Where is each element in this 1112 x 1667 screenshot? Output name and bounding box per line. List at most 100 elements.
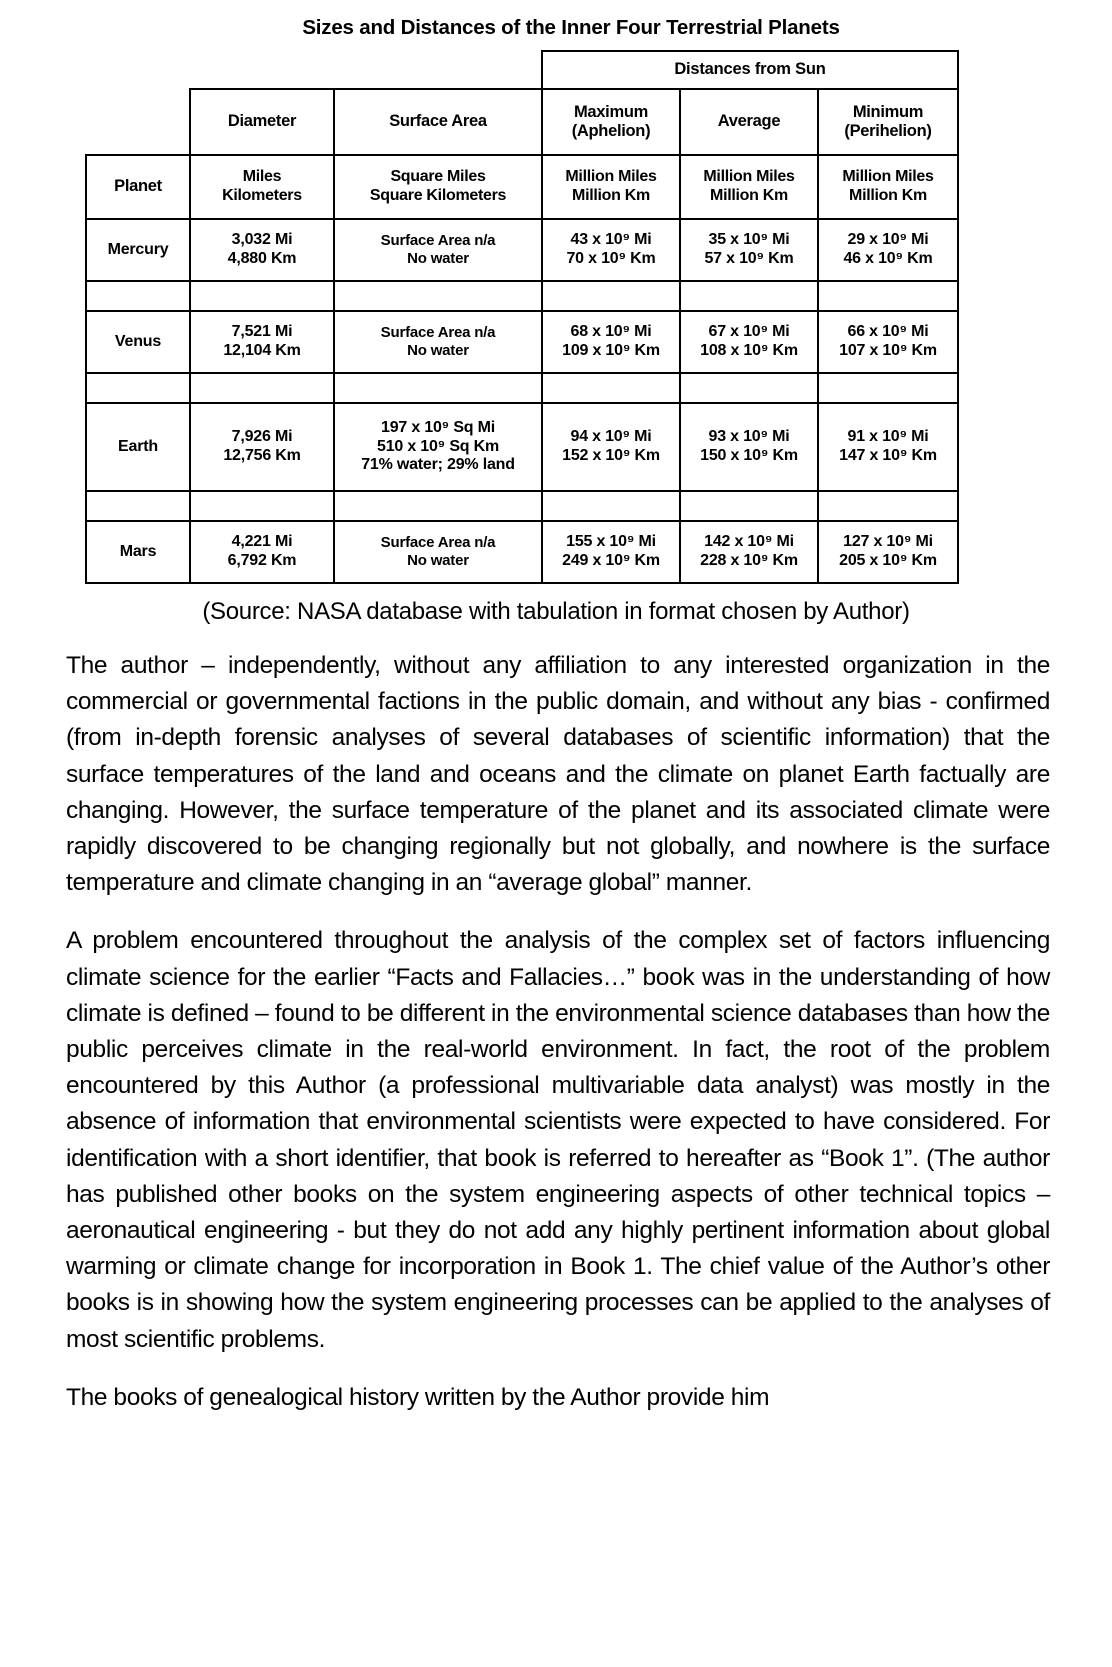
table-spacer-row bbox=[85, 490, 959, 522]
header-surface-area: Surface Area bbox=[333, 88, 543, 156]
cell-area-line2-1: No water bbox=[407, 342, 469, 359]
cell-diameter-0: 3,032 Mi 4,880 Km bbox=[189, 218, 335, 282]
units-average-line1: Million Miles bbox=[703, 168, 795, 186]
cell-max-3: 155 x 10⁹ Mi 249 x 10⁹ Km bbox=[541, 520, 681, 584]
units-surface-area-line1: Square Miles bbox=[390, 168, 486, 186]
cell-avg-0: 35 x 10⁹ Mi 57 x 10⁹ Km bbox=[679, 218, 819, 282]
header-maximum-aphelion: Maximum (Aphelion) bbox=[541, 88, 681, 156]
header-maximum-line2: (Aphelion) bbox=[571, 122, 651, 140]
cell-min-0: 29 x 10⁹ Mi 46 x 10⁹ Km bbox=[817, 218, 959, 282]
paragraph-1: The author – independently, without any … bbox=[66, 652, 1050, 897]
units-diameter-line1: Miles bbox=[242, 168, 282, 186]
table-units-row: Planet Miles Kilometers Square Miles Squ… bbox=[85, 154, 959, 220]
table-spacer-row bbox=[85, 372, 959, 404]
units-average-line2: Million Km bbox=[710, 187, 788, 204]
spacer-cell bbox=[541, 490, 681, 522]
units-diameter-line2: Kilometers bbox=[222, 187, 302, 204]
cell-max-mi-2: 94 x 10⁹ Mi bbox=[570, 428, 652, 446]
units-maximum-line1: Million Miles bbox=[565, 168, 657, 186]
cell-avg-2: 93 x 10⁹ Mi 150 x 10⁹ Km bbox=[679, 402, 819, 492]
cell-max-km-0: 70 x 10⁹ Km bbox=[566, 250, 656, 267]
cell-min-1: 66 x 10⁹ Mi 107 x 10⁹ Km bbox=[817, 310, 959, 374]
cell-avg-3: 142 x 10⁹ Mi 228 x 10⁹ Km bbox=[679, 520, 819, 584]
cell-min-mi-0: 29 x 10⁹ Mi bbox=[847, 231, 929, 249]
cell-min-mi-3: 127 x 10⁹ Mi bbox=[843, 533, 933, 551]
cell-diameter-mi-3: 4,221 Mi bbox=[231, 533, 293, 551]
cell-area-line1-0: Surface Area n/a bbox=[380, 232, 496, 250]
header-distances-from-sun: Distances from Sun bbox=[541, 50, 959, 90]
table-group-header-row: Distances from Sun bbox=[86, 50, 959, 90]
cell-min-mi-2: 91 x 10⁹ Mi bbox=[847, 428, 929, 446]
empty-planet-header-cell bbox=[86, 89, 190, 155]
cell-avg-mi-3: 142 x 10⁹ Mi bbox=[704, 533, 794, 551]
units-surface-area: Square Miles Square Kilometers bbox=[333, 154, 543, 220]
spacer-cell bbox=[189, 280, 335, 312]
cell-area-line1-2: 197 x 10⁹ Sq Mi bbox=[381, 418, 495, 436]
header-planet: Planet bbox=[85, 154, 191, 220]
cell-avg-mi-1: 67 x 10⁹ Mi bbox=[708, 323, 790, 341]
empty-corner-cell bbox=[86, 51, 190, 89]
planets-table: Distances from Sun Diameter Surface Area… bbox=[85, 50, 959, 584]
cell-area-line2-3: No water bbox=[407, 552, 469, 569]
cell-min-mi-1: 66 x 10⁹ Mi bbox=[847, 323, 929, 341]
planets-table-container: Distances from Sun Diameter Surface Area… bbox=[0, 50, 1112, 584]
paragraph-3: The books of genealogical history writte… bbox=[66, 1383, 770, 1411]
spacer-cell bbox=[189, 490, 335, 522]
spacer-cell bbox=[333, 280, 543, 312]
cell-area-line1-3: Surface Area n/a bbox=[380, 534, 496, 552]
units-average: Million Miles Million Km bbox=[679, 154, 819, 220]
cell-min-km-2: 147 x 10⁹ Km bbox=[839, 447, 937, 464]
cell-area-0: Surface Area n/a No water bbox=[333, 218, 543, 282]
cell-max-km-1: 109 x 10⁹ Km bbox=[562, 342, 660, 359]
cell-diameter-mi-2: 7,926 Mi bbox=[231, 428, 293, 446]
units-minimum-line2: Million Km bbox=[849, 187, 927, 204]
table-spacer-row bbox=[85, 280, 959, 312]
spacer-cell bbox=[333, 372, 543, 404]
cell-avg-km-2: 150 x 10⁹ Km bbox=[700, 447, 798, 464]
units-minimum: Million Miles Million Km bbox=[817, 154, 959, 220]
empty-corner-cell-2 bbox=[190, 51, 334, 89]
cell-max-mi-0: 43 x 10⁹ Mi bbox=[570, 231, 652, 249]
cell-min-km-1: 107 x 10⁹ Km bbox=[839, 342, 937, 359]
body-text: The author – independently, without any … bbox=[0, 648, 1112, 1416]
table-source-caption: (Source: NASA database with tabulation i… bbox=[202, 598, 910, 625]
units-minimum-line1: Million Miles bbox=[842, 168, 934, 186]
table-title: Sizes and Distances of the Inner Four Te… bbox=[302, 16, 840, 39]
cell-planet-1: Venus bbox=[85, 310, 191, 374]
cell-avg-1: 67 x 10⁹ Mi 108 x 10⁹ Km bbox=[679, 310, 819, 374]
units-surface-area-line2: Square Kilometers bbox=[369, 187, 507, 204]
paragraph-2: A problem encountered throughout the ana… bbox=[66, 927, 1050, 1353]
cell-avg-mi-0: 35 x 10⁹ Mi bbox=[708, 231, 790, 249]
cell-diameter-mi-1: 7,521 Mi bbox=[231, 323, 293, 341]
spacer-cell bbox=[85, 280, 191, 312]
spacer-cell bbox=[817, 372, 959, 404]
cell-diameter-1: 7,521 Mi 12,104 Km bbox=[189, 310, 335, 374]
cell-area-3: Surface Area n/a No water bbox=[333, 520, 543, 584]
cell-max-mi-1: 68 x 10⁹ Mi bbox=[570, 323, 652, 341]
table-row: Mercury 3,032 Mi 4,880 Km Surface Area n… bbox=[85, 218, 959, 282]
spacer-cell bbox=[189, 372, 335, 404]
spacer-cell bbox=[333, 490, 543, 522]
spacer-cell bbox=[85, 490, 191, 522]
header-average: Average bbox=[679, 88, 819, 156]
cell-area-line2-0: No water bbox=[407, 250, 469, 267]
header-minimum-line1: Minimum bbox=[852, 102, 924, 121]
cell-diameter-mi-0: 3,032 Mi bbox=[231, 231, 293, 249]
empty-corner-cell-3 bbox=[334, 51, 542, 89]
spacer-cell bbox=[541, 372, 681, 404]
cell-diameter-km-1: 12,104 Km bbox=[223, 342, 301, 359]
cell-max-km-3: 249 x 10⁹ Km bbox=[562, 552, 660, 569]
units-diameter: Miles Kilometers bbox=[189, 154, 335, 220]
table-row: Venus 7,521 Mi 12,104 Km Surface Area n/… bbox=[85, 310, 959, 374]
cell-max-mi-3: 155 x 10⁹ Mi bbox=[566, 533, 656, 551]
cell-planet-2: Earth bbox=[85, 402, 191, 492]
spacer-cell bbox=[541, 280, 681, 312]
cell-planet-0: Mercury bbox=[85, 218, 191, 282]
cell-avg-km-0: 57 x 10⁹ Km bbox=[704, 250, 794, 267]
header-minimum-line2: (Perihelion) bbox=[844, 122, 932, 140]
cell-avg-km-3: 228 x 10⁹ Km bbox=[700, 552, 798, 569]
cell-avg-km-1: 108 x 10⁹ Km bbox=[700, 342, 798, 359]
spacer-cell bbox=[817, 490, 959, 522]
cell-diameter-km-2: 12,756 Km bbox=[223, 447, 301, 464]
table-column-header-row: Diameter Surface Area Maximum (Aphelion)… bbox=[86, 88, 959, 156]
